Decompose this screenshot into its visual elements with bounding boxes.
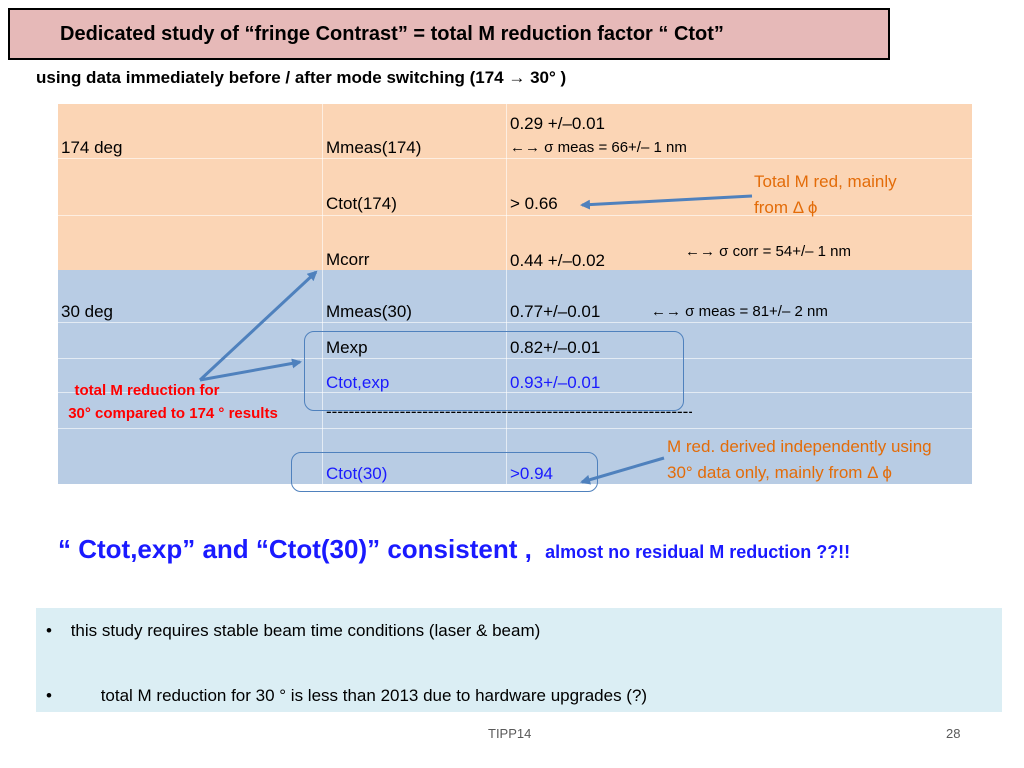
param-ctot-30: Ctot(30): [326, 464, 388, 483]
table-divider: [506, 104, 507, 484]
title-box: Dedicated study of “fringe Contrast” = t…: [8, 8, 890, 60]
red-label-total-m: total M reduction for 30° compared to 17…: [40, 379, 306, 425]
value-ctot-30: >0.94: [510, 464, 554, 483]
table-section-174: [58, 104, 972, 270]
table-divider: [58, 158, 972, 159]
arrow-to-ctot-174: [580, 194, 753, 210]
bullets-box: [36, 608, 1002, 712]
red-label-line1: total M reduction for: [74, 382, 220, 399]
callout-total-m-red-line1: Total M red, mainly: [754, 172, 897, 191]
separator-dashes: ----------------------------------------…: [326, 402, 692, 421]
param-mcorr: Mcorr: [326, 250, 370, 269]
bullet-1-text: this study requires stable beam time con…: [70, 621, 541, 640]
callout-m-red-derived-line1: M red. derived independently using: [667, 437, 932, 456]
row-label-174: 174 deg: [61, 138, 123, 157]
value-ctot-exp: 0.93+/–0.01: [510, 373, 601, 392]
arrow-to-ctot-30: [580, 456, 665, 485]
table-divider: [322, 104, 323, 484]
value-ctot-174: > 0.66: [510, 194, 558, 213]
table-divider: [58, 392, 972, 393]
red-label-line2: 30° compared to 174 ° results: [68, 405, 278, 422]
param-mexp: Mexp: [326, 338, 368, 357]
table-divider: [58, 428, 972, 429]
callout-total-m-red-line2: from Δ ϕ: [754, 198, 818, 217]
ctot-exp-bracket: [304, 331, 684, 411]
arrow-to-mcorr: [198, 270, 318, 382]
bullet-2: • total M reduction for 30 ° is less tha…: [46, 686, 647, 706]
table-divider: [58, 322, 972, 323]
slide-subtitle: using data immediately before / after mo…: [36, 68, 567, 87]
param-ctot-exp: Ctot,exp: [326, 373, 390, 392]
sigma-corr: ←→ σ corr = 54+/– 1 nm: [685, 243, 851, 260]
sigma-meas-174: ←→ σ meas = 66+/– 1 nm: [510, 139, 687, 156]
value-mcorr: 0.44 +/–0.02: [510, 251, 606, 270]
slide-title: Dedicated study of “fringe Contrast” = t…: [60, 22, 724, 45]
table-divider: [58, 215, 972, 216]
value-mexp: 0.82+/–0.01: [510, 338, 601, 357]
param-ctot-174: Ctot(174): [326, 194, 397, 213]
conclusion: “ Ctot,exp” and “Ctot(30)” consistent , …: [58, 534, 850, 565]
bullet-1: • this study requires stable beam time c…: [46, 621, 540, 641]
bullet-dot-icon: •: [46, 686, 52, 705]
ctot-30-bracket: [291, 452, 598, 492]
conclusion-aside: almost no residual M reduction ??!!: [545, 542, 851, 562]
callout-m-red-derived-line2: 30° data only, mainly from Δ ϕ: [667, 463, 892, 482]
callout-m-red-derived: M red. derived independently using 30° d…: [667, 434, 932, 486]
bullet-dot-icon: •: [46, 621, 52, 640]
value-mmeas-174: 0.29 +/–0.01: [510, 114, 606, 133]
page-number: 28: [946, 726, 961, 741]
arrow-to-mexp: [199, 358, 302, 382]
value-mmeas-30: 0.77+/–0.01: [510, 302, 601, 321]
table-divider: [58, 358, 972, 359]
row-label-30: 30 deg: [61, 302, 113, 321]
param-mmeas-30: Mmeas(30): [326, 302, 412, 321]
bullet-2-text: total M reduction for 30 ° is less than …: [100, 686, 648, 705]
sigma-meas-30: ←→ σ meas = 81+/– 2 nm: [651, 303, 828, 320]
footer-center: TIPP14: [488, 726, 532, 741]
param-mmeas-174: Mmeas(174): [326, 138, 422, 157]
callout-total-m-red: Total M red, mainly from Δ ϕ: [754, 169, 897, 221]
conclusion-main: “ Ctot,exp” and “Ctot(30)” consistent ,: [58, 534, 532, 564]
